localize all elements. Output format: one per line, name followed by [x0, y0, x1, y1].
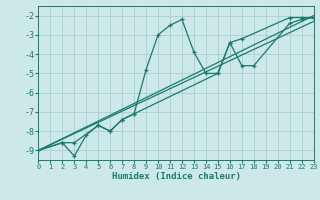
- X-axis label: Humidex (Indice chaleur): Humidex (Indice chaleur): [111, 172, 241, 181]
